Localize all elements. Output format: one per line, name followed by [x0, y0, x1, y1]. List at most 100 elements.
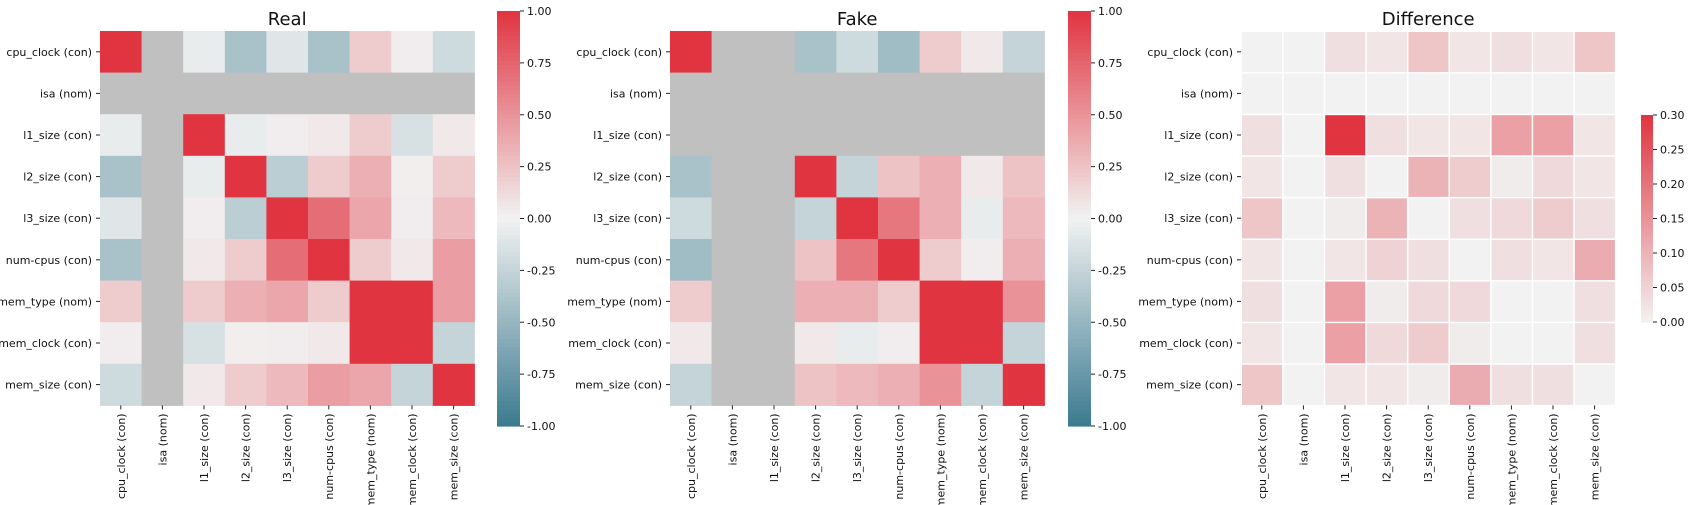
y-tick-label: l2_size (con) [23, 171, 92, 184]
heatmap-cell [183, 72, 226, 115]
colorbar-segment [497, 334, 520, 340]
heatmap-cell [391, 72, 434, 115]
colorbar-segment [1641, 193, 1653, 197]
colorbar-segment [1641, 150, 1653, 153]
colorbar-segment [497, 251, 520, 257]
heatmap-cell [100, 72, 143, 115]
colorbar-segment [497, 289, 520, 294]
colorbar-segment [1068, 297, 1091, 303]
x-tick-label: l2_size (con) [240, 413, 253, 482]
heatmap-cell [1574, 32, 1615, 73]
heatmap-cell [711, 239, 754, 282]
heatmap-cell [1450, 198, 1491, 239]
colorbar-segment [497, 396, 520, 402]
colorbar-segment [1068, 127, 1091, 132]
colorbar-segment [1068, 160, 1091, 166]
colorbar-segment [497, 421, 520, 427]
colorbar-segment [1641, 319, 1653, 323]
heatmap-cell [224, 114, 267, 157]
colorbar-segment [497, 239, 520, 244]
colorbar-segment [497, 206, 520, 211]
colorbar-tick-label: -0.25 [527, 264, 555, 277]
colorbar-segment [497, 230, 520, 236]
colorbar-segment [1641, 241, 1653, 244]
colorbar-segment [1641, 247, 1653, 251]
y-tick-label: cpu_clock (con) [6, 46, 92, 59]
heatmap-cell [1366, 240, 1407, 281]
colorbar-segment [497, 168, 520, 174]
heatmap-cell [961, 155, 1004, 198]
colorbar-segment [1068, 351, 1091, 357]
colorbar-segment [1641, 195, 1653, 199]
colorbar-segment [1641, 199, 1653, 203]
colorbar-segment [497, 214, 520, 220]
y-tick-label: l1_size (con) [593, 129, 662, 142]
heatmap-cell [1002, 72, 1045, 115]
heatmap-cell [1574, 73, 1615, 114]
heatmap-cell [183, 114, 226, 157]
colorbar-segment [497, 127, 520, 132]
colorbar-segment [1641, 243, 1653, 247]
colorbar-segment [1068, 289, 1091, 294]
colorbar-segment [1068, 15, 1091, 20]
heatmap-cell [961, 31, 1004, 74]
heatmap-cell [670, 239, 713, 282]
heatmap-cell [183, 280, 226, 323]
colorbar-segment [1068, 280, 1091, 286]
heatmap-cell [670, 280, 713, 323]
colorbar-tick-label: 0.30 [1660, 109, 1685, 122]
colorbar-segment [1641, 135, 1653, 139]
colorbar-segment [1068, 222, 1091, 228]
heatmap-cell [753, 239, 796, 282]
y-tick-label: mem_clock (con) [0, 337, 92, 350]
colorbar-segment [497, 27, 520, 33]
heatmap-cell [432, 155, 475, 198]
heatmap-cell [1242, 198, 1283, 239]
colorbar-segment [497, 201, 520, 207]
heatmap-cell [183, 363, 226, 406]
colorbar-segment [1068, 206, 1091, 211]
colorbar-segment [1641, 143, 1653, 147]
heatmap-cell [1242, 73, 1283, 114]
heatmap-cell [1491, 281, 1532, 322]
colorbar-tick-label: -0.75 [527, 368, 555, 381]
colorbar-segment [497, 367, 520, 373]
colorbar-segment [497, 347, 520, 352]
colorbar-tick-label: -0.50 [527, 316, 555, 329]
colorbar-tick-label: 0.25 [1098, 161, 1123, 174]
heatmap-cell [100, 114, 143, 157]
heatmap-cell [349, 197, 392, 240]
heatmap-cell [878, 239, 921, 282]
heatmap-cell [1366, 73, 1407, 114]
colorbar-segment [497, 268, 520, 274]
colorbar-segment [497, 417, 520, 423]
colorbar-segment [1641, 164, 1653, 168]
heatmap-cell [100, 197, 143, 240]
heatmap-cell [100, 31, 143, 74]
colorbar-segment [497, 102, 520, 108]
heatmap-cell [878, 31, 921, 74]
heatmap-cell [753, 155, 796, 198]
colorbar-segment [1068, 330, 1091, 336]
colorbar-segment [1068, 64, 1091, 70]
heatmap-cell [919, 363, 962, 406]
heatmap-cell [308, 280, 351, 323]
y-tick-label: mem_size (con) [575, 379, 662, 392]
colorbar-segment [1068, 347, 1091, 352]
colorbar-tick-label: -1.00 [1098, 420, 1126, 433]
heatmap-cell [711, 322, 754, 365]
colorbar-segment [497, 35, 520, 41]
colorbar-segment [497, 326, 520, 332]
colorbar-segment [497, 143, 520, 149]
heatmap-cell [349, 363, 392, 406]
heatmap-cell [308, 114, 351, 157]
colorbar-segment [497, 313, 520, 319]
colorbar-segment [1068, 123, 1091, 128]
colorbar-segment [1068, 301, 1091, 307]
x-tick-label: cpu_clock (con) [685, 413, 698, 499]
heatmap-cell [308, 31, 351, 74]
heatmap-cell [878, 155, 921, 198]
colorbar-segment [1068, 69, 1091, 74]
x-tick-label: l3_size (con) [851, 413, 864, 482]
colorbar-segment [1641, 230, 1653, 234]
